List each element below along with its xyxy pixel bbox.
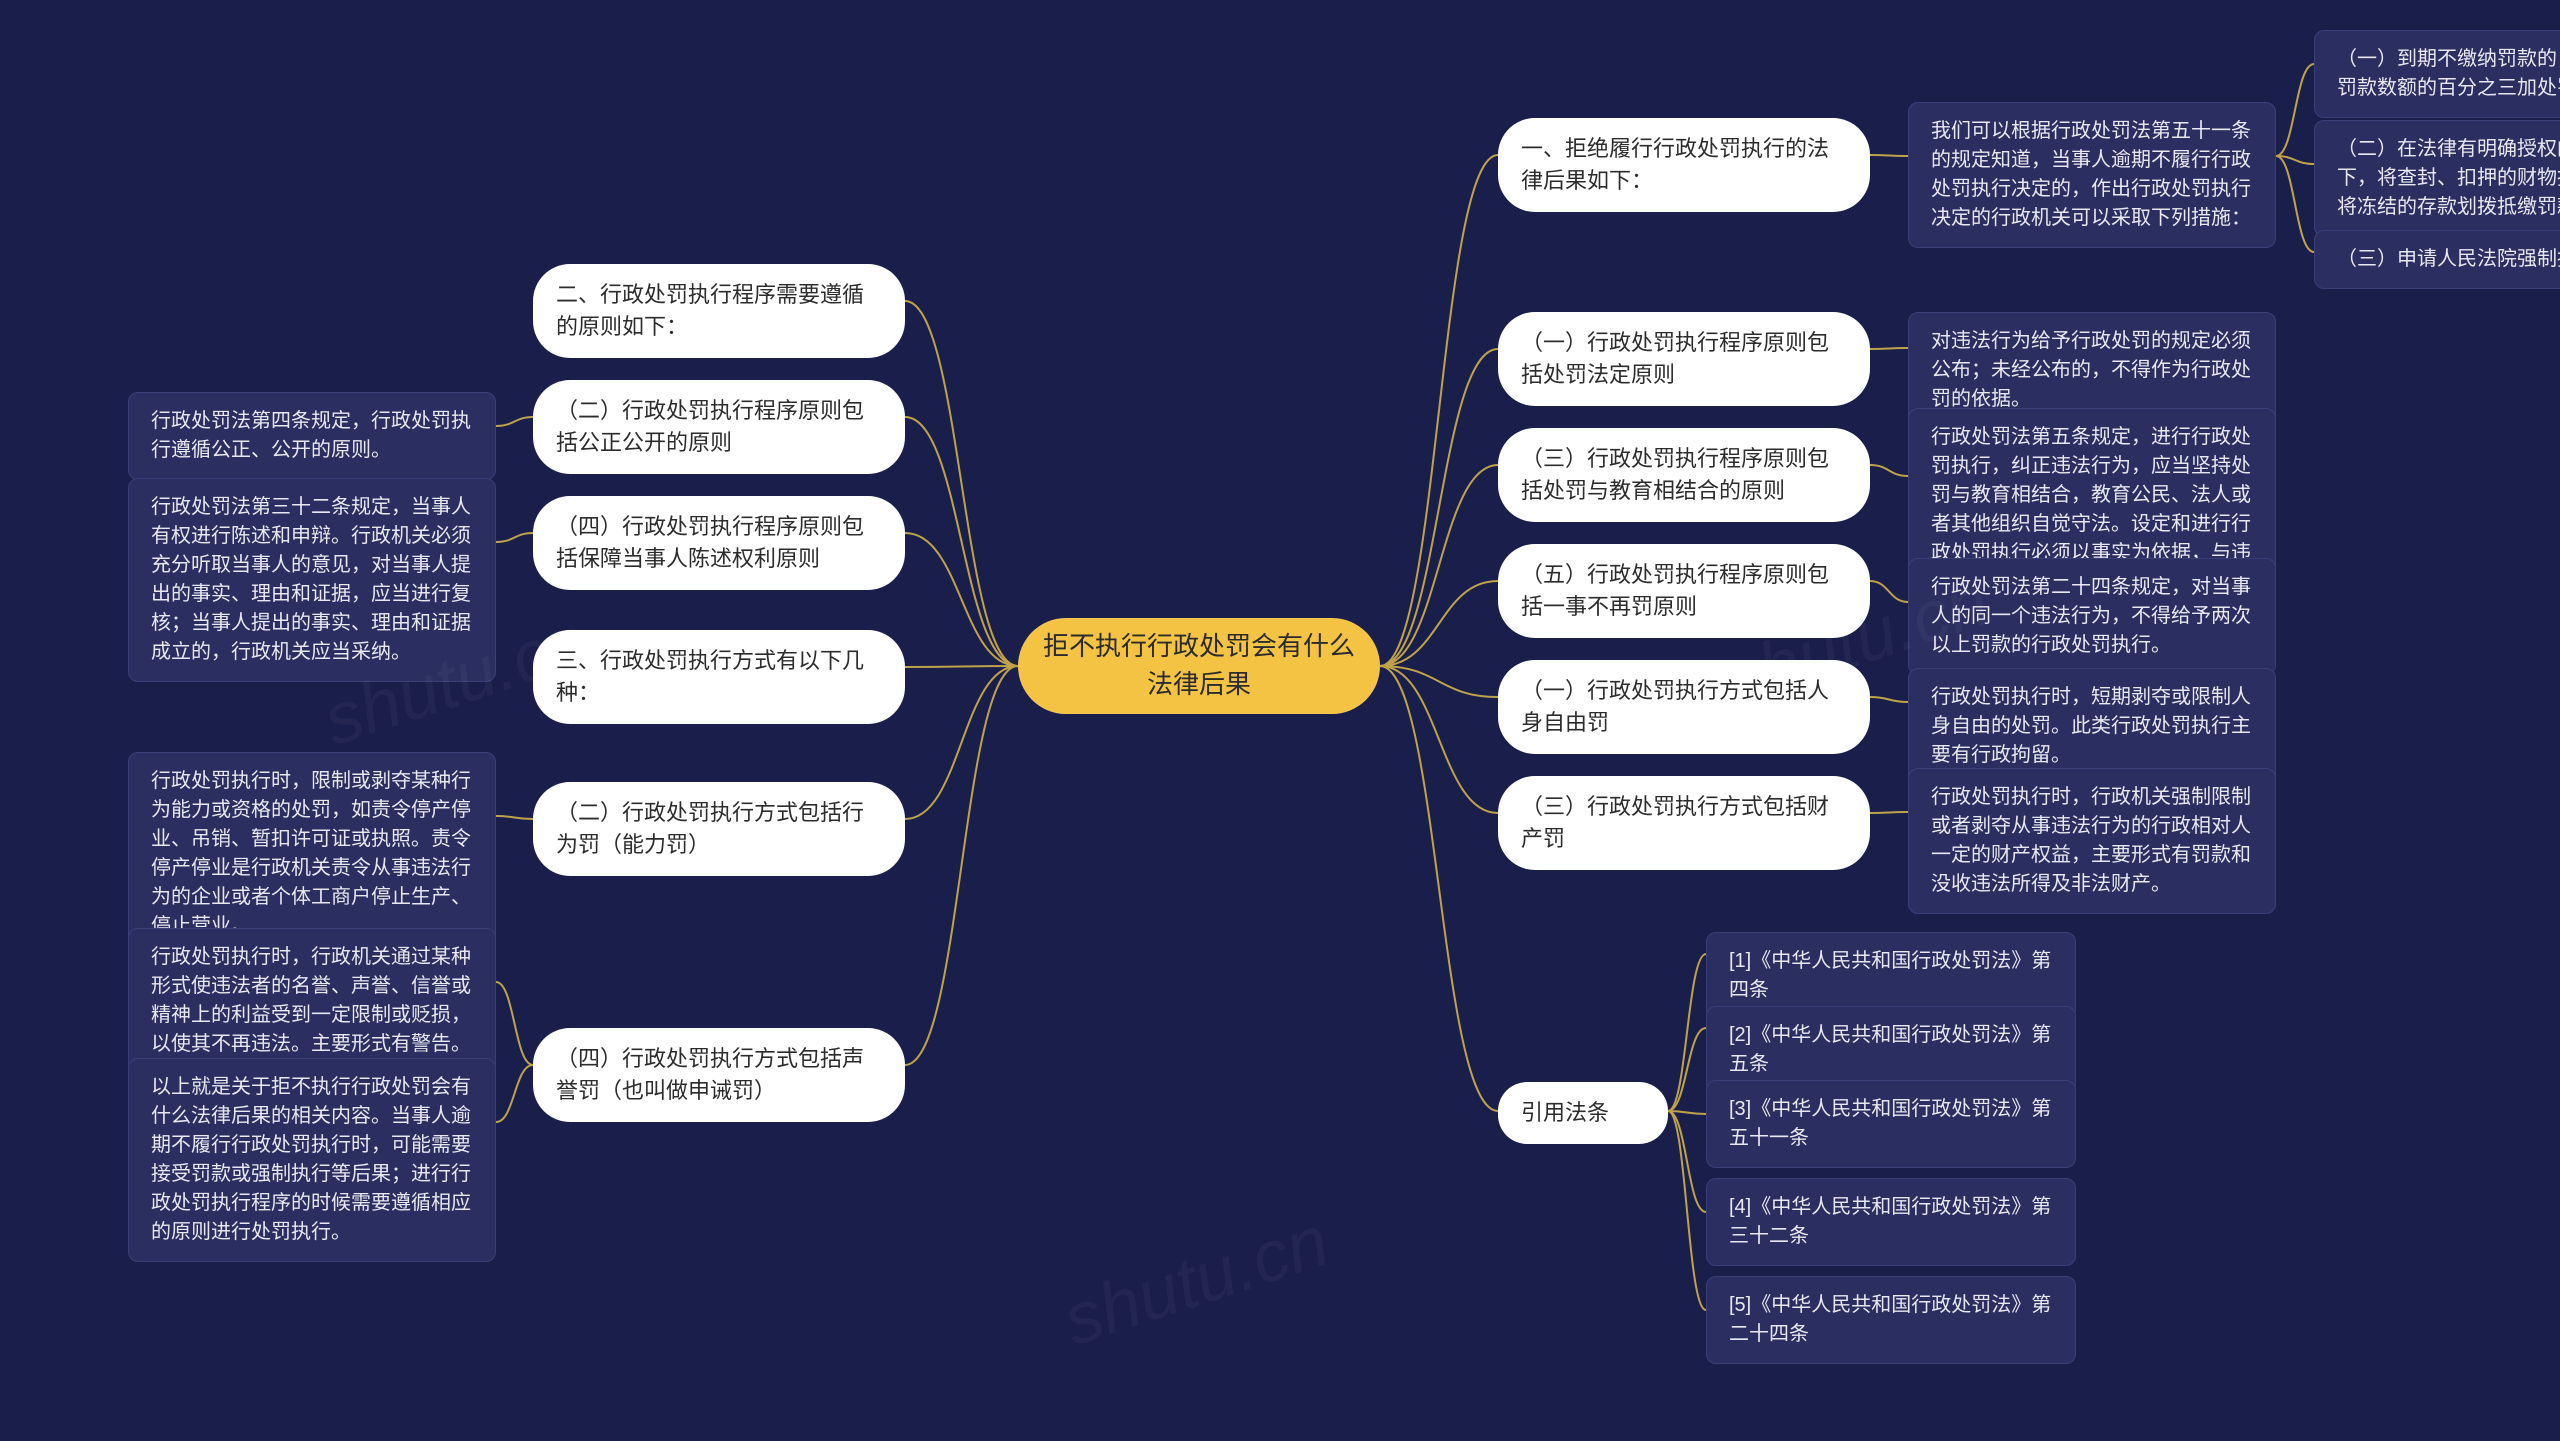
- node-r1: 一、拒绝履行行政处罚执行的法律后果如下：: [1498, 118, 1870, 212]
- node-l5a: 行政处罚执行时，限制或剥夺某种行为能力或资格的处罚，如责令停产停业、吊销、暂扣许…: [128, 752, 496, 956]
- node-r5: （一）行政处罚执行方式包括人身自由罚: [1498, 660, 1870, 754]
- node-l1: 二、行政处罚执行程序需要遵循的原则如下：: [533, 264, 905, 358]
- node-r7: 引用法条: [1498, 1082, 1668, 1144]
- node-r4a: 行政处罚法第二十四条规定，对当事人的同一个违法行为，不得给予两次以上罚款的行政处…: [1908, 558, 2276, 675]
- center-node: 拒不执行行政处罚会有什么法律后果: [1018, 618, 1380, 714]
- node-r1a3: （三）申请人民法院强制执行。: [2314, 230, 2560, 289]
- node-r1a1: （一）到期不缴纳罚款的，每日按罚款数额的百分之三加处罚款；: [2314, 30, 2560, 118]
- node-r3: （三）行政处罚执行程序原则包括处罚与教育相结合的原则: [1498, 428, 1870, 522]
- node-l2a: 行政处罚法第四条规定，行政处罚执行遵循公正、公开的原则。: [128, 392, 496, 480]
- node-l3: （四）行政处罚执行程序原则包括保障当事人陈述权利原则: [533, 496, 905, 590]
- node-r1a: 我们可以根据行政处罚法第五十一条的规定知道，当事人逾期不履行行政处罚执行决定的，…: [1908, 102, 2276, 248]
- node-r7e: [5]《中华人民共和国行政处罚法》第二十四条: [1706, 1276, 2076, 1364]
- node-l4: 三、行政处罚执行方式有以下几种：: [533, 630, 905, 724]
- node-l6: （四）行政处罚执行方式包括声誉罚（也叫做申诫罚）: [533, 1028, 905, 1122]
- node-r1a2: （二）在法律有明确授权的情况下，将查封、扣押的财物拍卖或者将冻结的存款划拨抵缴罚…: [2314, 120, 2560, 237]
- node-l2: （二）行政处罚执行程序原则包括公正公开的原则: [533, 380, 905, 474]
- node-l6b: 以上就是关于拒不执行行政处罚会有什么法律后果的相关内容。当事人逾期不履行行政处罚…: [128, 1058, 496, 1262]
- node-l6a: 行政处罚执行时，行政机关通过某种形式使违法者的名誉、声誉、信誉或精神上的利益受到…: [128, 928, 496, 1074]
- node-l3a: 行政处罚法第三十二条规定，当事人有权进行陈述和申辩。行政机关必须充分听取当事人的…: [128, 478, 496, 682]
- node-r7c: [3]《中华人民共和国行政处罚法》第五十一条: [1706, 1080, 2076, 1168]
- node-r7d: [4]《中华人民共和国行政处罚法》第三十二条: [1706, 1178, 2076, 1266]
- node-r4: （五）行政处罚执行程序原则包括一事不再罚原则: [1498, 544, 1870, 638]
- node-r6a: 行政处罚执行时，行政机关强制限制或者剥夺从事违法行为的行政相对人一定的财产权益，…: [1908, 768, 2276, 914]
- node-l5: （二）行政处罚执行方式包括行为罚（能力罚）: [533, 782, 905, 876]
- mindmap-canvas: 拒不执行行政处罚会有什么法律后果 一、拒绝履行行政处罚执行的法律后果如下： 我们可以…: [0, 0, 2560, 1441]
- node-r6: （三）行政处罚执行方式包括财产罚: [1498, 776, 1870, 870]
- watermark: shutu.cn: [1054, 1200, 1338, 1362]
- node-r2: （一）行政处罚执行程序原则包括处罚法定原则: [1498, 312, 1870, 406]
